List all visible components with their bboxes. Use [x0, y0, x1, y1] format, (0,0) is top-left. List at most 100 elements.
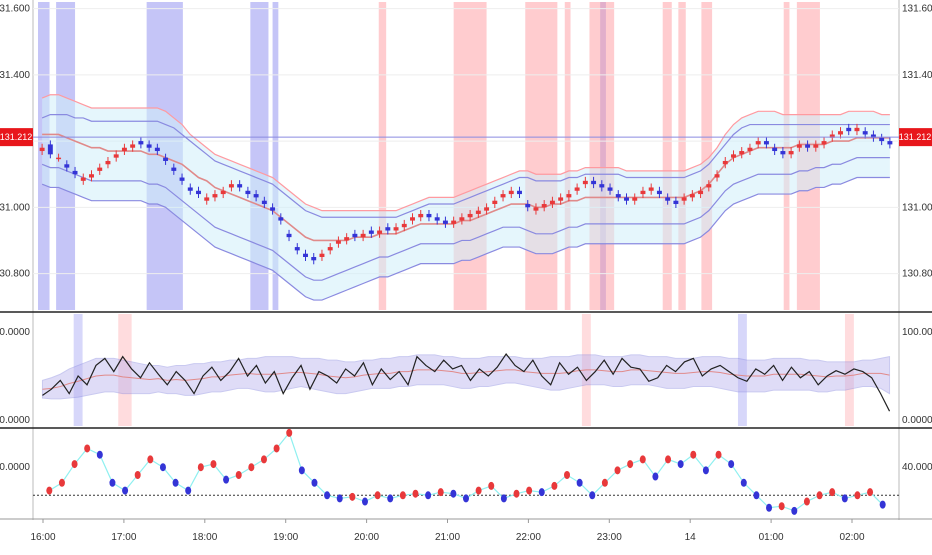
dot-point: [702, 466, 709, 475]
band-inner-lower: [41, 157, 890, 281]
dot-point: [829, 488, 836, 497]
candle: [39, 147, 45, 152]
candle: [599, 184, 605, 188]
dot-point: [627, 460, 634, 469]
candle: [722, 160, 728, 165]
candle: [212, 194, 218, 198]
dot-point: [324, 491, 331, 500]
candle: [418, 213, 424, 218]
candle: [591, 180, 597, 185]
candle: [607, 187, 613, 191]
candle: [64, 164, 70, 168]
candle: [261, 200, 267, 205]
dot-point: [463, 494, 469, 503]
candle: [171, 167, 177, 171]
highlight-band: [378, 2, 387, 310]
band-mid: [42, 133, 890, 242]
candle: [459, 217, 465, 221]
x-tick-label: 16:00: [30, 532, 55, 543]
dot-point: [210, 460, 217, 469]
dot-point: [134, 471, 141, 479]
candle: [475, 210, 481, 214]
dot-point: [248, 463, 255, 472]
y-tick-right: 130.800: [902, 269, 932, 280]
candle: [105, 160, 111, 165]
dot-point: [867, 488, 874, 497]
dot-point: [526, 486, 533, 495]
candle: [335, 240, 341, 244]
dot-point: [576, 478, 583, 487]
candle: [870, 134, 876, 138]
candle: [196, 190, 201, 195]
candle: [47, 144, 53, 155]
candle: [862, 131, 868, 135]
x-tick-label: 02:00: [839, 532, 864, 543]
x-tick-label: 18:00: [192, 532, 217, 543]
dot-point: [109, 478, 116, 487]
candle: [442, 220, 448, 224]
x-tick-label: 21:00: [435, 532, 460, 543]
candle: [763, 141, 769, 145]
dot-point: [728, 460, 735, 469]
y-tick-right: 131.400: [902, 70, 932, 81]
candle: [270, 207, 276, 211]
dot-point: [58, 478, 65, 487]
dot-point: [841, 494, 848, 503]
candle: [681, 197, 687, 201]
osc-y-tick-left: 0.0000: [0, 415, 30, 426]
dot-point: [387, 494, 394, 503]
candle: [138, 141, 144, 145]
candle: [360, 233, 366, 238]
dot-point: [677, 460, 684, 469]
candle: [294, 247, 300, 251]
dot-point: [665, 455, 672, 464]
candle: [303, 253, 308, 258]
osc-line: [42, 352, 891, 412]
highlight-band: [589, 2, 615, 310]
osc-band: [41, 354, 891, 400]
candle: [228, 184, 234, 188]
dot-point: [185, 486, 192, 495]
y-tick-left: 131.000: [0, 202, 30, 213]
highlight-band: [701, 2, 713, 310]
dot-point: [854, 491, 861, 500]
candle: [467, 213, 473, 218]
highlight-band: [453, 2, 487, 310]
candle: [237, 184, 243, 188]
y-tick-right: 131.600: [902, 4, 932, 15]
osc-y-tick-right: 0.0000: [902, 415, 932, 426]
candle: [796, 144, 802, 148]
candle: [97, 167, 103, 171]
candle: [492, 200, 498, 205]
price-tag-left: [0, 128, 33, 147]
y-tick-left: 131.600: [0, 4, 30, 15]
candle: [426, 213, 432, 218]
band-outer-upper: [41, 94, 890, 212]
candle: [319, 253, 325, 258]
y-tick-left: 131.400: [0, 70, 30, 81]
dot-point: [551, 481, 558, 490]
dot-point: [614, 466, 621, 475]
candle: [656, 190, 662, 195]
candle: [451, 220, 457, 224]
candle: [640, 190, 646, 195]
candle: [368, 230, 374, 234]
dot-point: [122, 486, 129, 495]
dot-point: [766, 503, 773, 512]
candle: [377, 230, 383, 234]
candle: [731, 154, 736, 158]
dots-y-tick-right: 40.0000: [902, 462, 932, 473]
candle: [788, 151, 794, 155]
dot-point: [349, 492, 356, 501]
dot-point: [715, 450, 722, 459]
candle: [146, 144, 152, 148]
candle: [401, 223, 407, 228]
y-tick-right: 131.000: [902, 202, 932, 213]
dot-point: [740, 478, 747, 487]
dot-point: [791, 506, 798, 515]
candle: [615, 194, 621, 198]
dot-point: [601, 478, 608, 487]
x-tick-label: 14: [685, 532, 697, 543]
candle: [113, 154, 119, 158]
osc-highlight: [73, 314, 83, 426]
